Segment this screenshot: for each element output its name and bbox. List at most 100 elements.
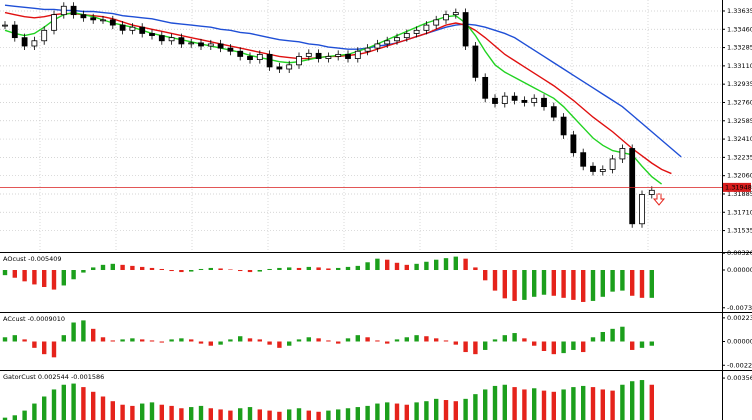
histogram-bar bbox=[306, 410, 311, 420]
histogram-bar bbox=[453, 401, 458, 420]
histogram-bar bbox=[571, 270, 576, 300]
histogram-bar bbox=[375, 340, 380, 342]
histogram-bar bbox=[100, 396, 106, 420]
histogram-bar bbox=[571, 387, 576, 420]
candle bbox=[158, 35, 165, 42]
candle bbox=[11, 24, 18, 39]
histogram-bar bbox=[424, 261, 429, 271]
histogram-bar bbox=[483, 389, 488, 420]
histogram-bar bbox=[551, 341, 556, 355]
histogram-bar bbox=[140, 266, 145, 271]
y-tick-label: 1.31885 bbox=[727, 190, 752, 198]
candle bbox=[286, 64, 293, 70]
histogram-bar bbox=[22, 410, 27, 420]
histogram-bar bbox=[149, 402, 155, 420]
histogram-bar bbox=[306, 266, 311, 271]
histogram-bar bbox=[326, 340, 331, 342]
candle bbox=[619, 148, 626, 160]
y-tick-label: 0.0022396 bbox=[727, 314, 752, 322]
histogram-bar bbox=[473, 341, 478, 355]
histogram-bar bbox=[228, 339, 233, 342]
histogram-bar bbox=[306, 337, 311, 342]
histogram-bar bbox=[522, 389, 527, 420]
histogram-bar bbox=[247, 338, 253, 342]
candle bbox=[41, 29, 48, 42]
histogram-bar bbox=[140, 339, 145, 342]
histogram-bar bbox=[581, 270, 586, 302]
histogram-bar bbox=[32, 270, 37, 285]
candle bbox=[237, 50, 244, 57]
histogram-bar bbox=[61, 335, 66, 342]
histogram-bar bbox=[149, 340, 155, 342]
histogram-bar bbox=[463, 341, 468, 353]
histogram-bar bbox=[198, 268, 204, 271]
histogram-bar bbox=[434, 259, 439, 271]
y-tick-label: 0.000000 bbox=[727, 266, 752, 274]
histogram-bar bbox=[189, 339, 194, 342]
histogram-bar bbox=[424, 401, 429, 420]
histogram-bar bbox=[600, 332, 605, 342]
histogram-bar bbox=[365, 337, 370, 342]
histogram-bar bbox=[326, 410, 331, 420]
histogram-bar bbox=[610, 270, 615, 292]
candle bbox=[276, 66, 283, 70]
histogram-bar bbox=[522, 270, 527, 300]
histogram-bar bbox=[257, 339, 262, 342]
histogram-bar bbox=[522, 338, 527, 342]
histogram-bar bbox=[51, 341, 57, 358]
histogram-bar bbox=[336, 341, 341, 344]
histogram-bar bbox=[551, 270, 556, 296]
candle bbox=[305, 52, 312, 57]
histogram-bar bbox=[630, 270, 635, 296]
histogram-bar bbox=[277, 267, 282, 271]
histogram-bar bbox=[443, 400, 449, 420]
histogram-bar bbox=[110, 401, 115, 420]
histogram-bar bbox=[336, 409, 341, 420]
y-tick-label: 1.33460 bbox=[727, 25, 752, 33]
y-tick-label: -0.007330 bbox=[727, 304, 752, 312]
histogram-bar bbox=[189, 407, 194, 420]
histogram-bar bbox=[228, 410, 233, 420]
candle bbox=[198, 42, 204, 47]
candle bbox=[648, 189, 655, 195]
histogram-bar bbox=[355, 265, 360, 271]
histogram-bar bbox=[492, 270, 498, 291]
histogram-bar bbox=[179, 408, 184, 420]
candle bbox=[501, 95, 508, 104]
candle bbox=[531, 97, 538, 103]
histogram-bar bbox=[345, 408, 351, 420]
candle bbox=[207, 43, 214, 47]
histogram-bar bbox=[355, 335, 360, 342]
histogram-bar bbox=[149, 267, 155, 271]
candle bbox=[394, 37, 400, 42]
histogram-bar bbox=[385, 259, 390, 271]
histogram-bar bbox=[208, 408, 213, 420]
y-tick-label: 1.31535 bbox=[727, 227, 752, 235]
histogram-bar bbox=[51, 270, 57, 290]
histogram-bar bbox=[443, 340, 449, 342]
histogram-bar bbox=[71, 322, 76, 342]
histogram-bar bbox=[287, 409, 292, 420]
candle bbox=[521, 99, 528, 103]
candle bbox=[403, 33, 410, 39]
candle bbox=[90, 17, 97, 21]
histogram-bar bbox=[42, 396, 47, 420]
histogram-bar bbox=[61, 270, 66, 286]
candle bbox=[119, 24, 126, 31]
histogram-bar bbox=[22, 339, 27, 342]
histogram-bar bbox=[561, 341, 566, 354]
histogram-bar bbox=[590, 270, 596, 301]
histogram-bar bbox=[365, 405, 370, 420]
histogram-bar bbox=[130, 405, 135, 420]
histogram-bar bbox=[394, 339, 400, 342]
y-tick-label: 1.32935 bbox=[727, 80, 752, 88]
candle bbox=[590, 165, 596, 172]
histogram-bar bbox=[639, 341, 645, 348]
indicator-title: GatorCust 0.002544 -0.001586 bbox=[3, 373, 104, 381]
histogram-bar bbox=[296, 339, 302, 342]
histogram-bar bbox=[2, 417, 8, 420]
histogram-bar bbox=[91, 328, 96, 342]
histogram-bar bbox=[541, 341, 547, 351]
sell-arrow bbox=[652, 193, 666, 206]
histogram-bar bbox=[159, 341, 164, 343]
